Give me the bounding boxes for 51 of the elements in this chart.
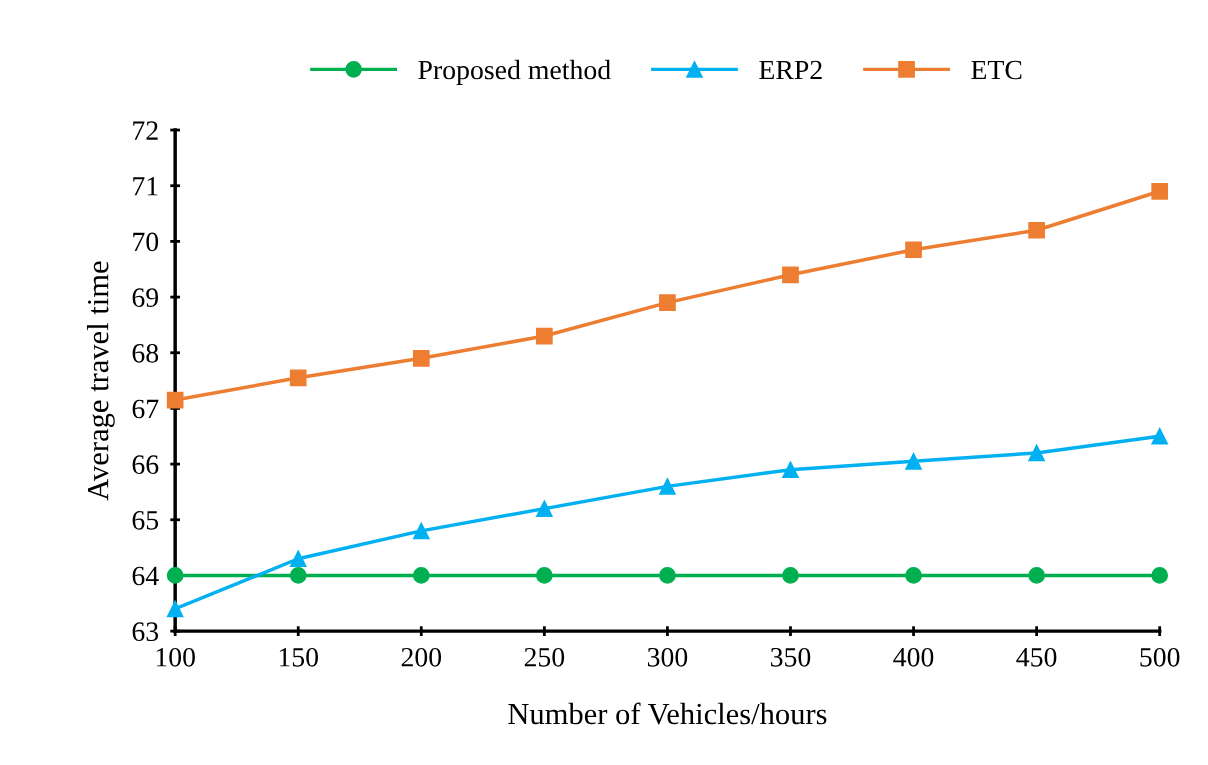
point xyxy=(905,452,922,470)
point xyxy=(1151,427,1169,445)
legend-label: Proposed method xyxy=(418,59,611,86)
x-tick-label: 100 xyxy=(156,647,195,667)
point xyxy=(536,567,553,584)
point xyxy=(412,349,430,367)
point xyxy=(905,241,922,259)
x-tick-label: 250 xyxy=(524,647,565,667)
x-tick-label: 200 xyxy=(401,647,442,667)
y-axis-title: Average travel time xyxy=(86,261,115,501)
point xyxy=(659,294,676,311)
y-tick-label: 67 xyxy=(132,399,159,419)
x-tick-label: 350 xyxy=(770,647,811,667)
x-tick-label: 500 xyxy=(1140,647,1180,667)
y-tick-label: 69 xyxy=(132,288,159,307)
point xyxy=(166,567,184,584)
y-tick-label: 65 xyxy=(132,511,159,530)
point xyxy=(289,550,307,568)
point xyxy=(905,567,922,584)
point xyxy=(782,567,799,584)
y-tick-label: 70 xyxy=(133,232,159,252)
x-tick-label: 300 xyxy=(647,647,688,667)
point xyxy=(659,567,676,584)
point xyxy=(289,369,307,387)
y-tick-label: 71 xyxy=(133,177,158,196)
x-tick-label: 450 xyxy=(1016,647,1057,667)
point xyxy=(1028,444,1045,462)
point xyxy=(536,327,553,345)
point xyxy=(1151,567,1169,584)
point xyxy=(1028,567,1045,584)
point xyxy=(412,567,430,584)
point xyxy=(412,522,430,540)
point xyxy=(166,600,184,618)
y-tick-label: 66 xyxy=(132,455,159,475)
point xyxy=(782,461,799,479)
y-tick-label: 72 xyxy=(133,121,158,140)
point xyxy=(536,500,553,517)
point xyxy=(1151,182,1169,200)
point xyxy=(782,266,799,284)
point xyxy=(166,391,184,409)
x-tick-label: 150 xyxy=(279,647,318,667)
point xyxy=(289,567,307,584)
point xyxy=(1028,221,1045,239)
legend-label: ETC xyxy=(971,60,1022,80)
x-tick-label: 400 xyxy=(893,647,934,667)
y-tick-label: 68 xyxy=(132,343,159,363)
y-tick-label: 64 xyxy=(132,566,159,586)
legend-label: ERP2 xyxy=(759,60,822,80)
point xyxy=(659,478,676,495)
x-axis-title: Number of Vehicles/hours xyxy=(508,702,827,725)
y-tick-label: 63 xyxy=(132,622,159,642)
